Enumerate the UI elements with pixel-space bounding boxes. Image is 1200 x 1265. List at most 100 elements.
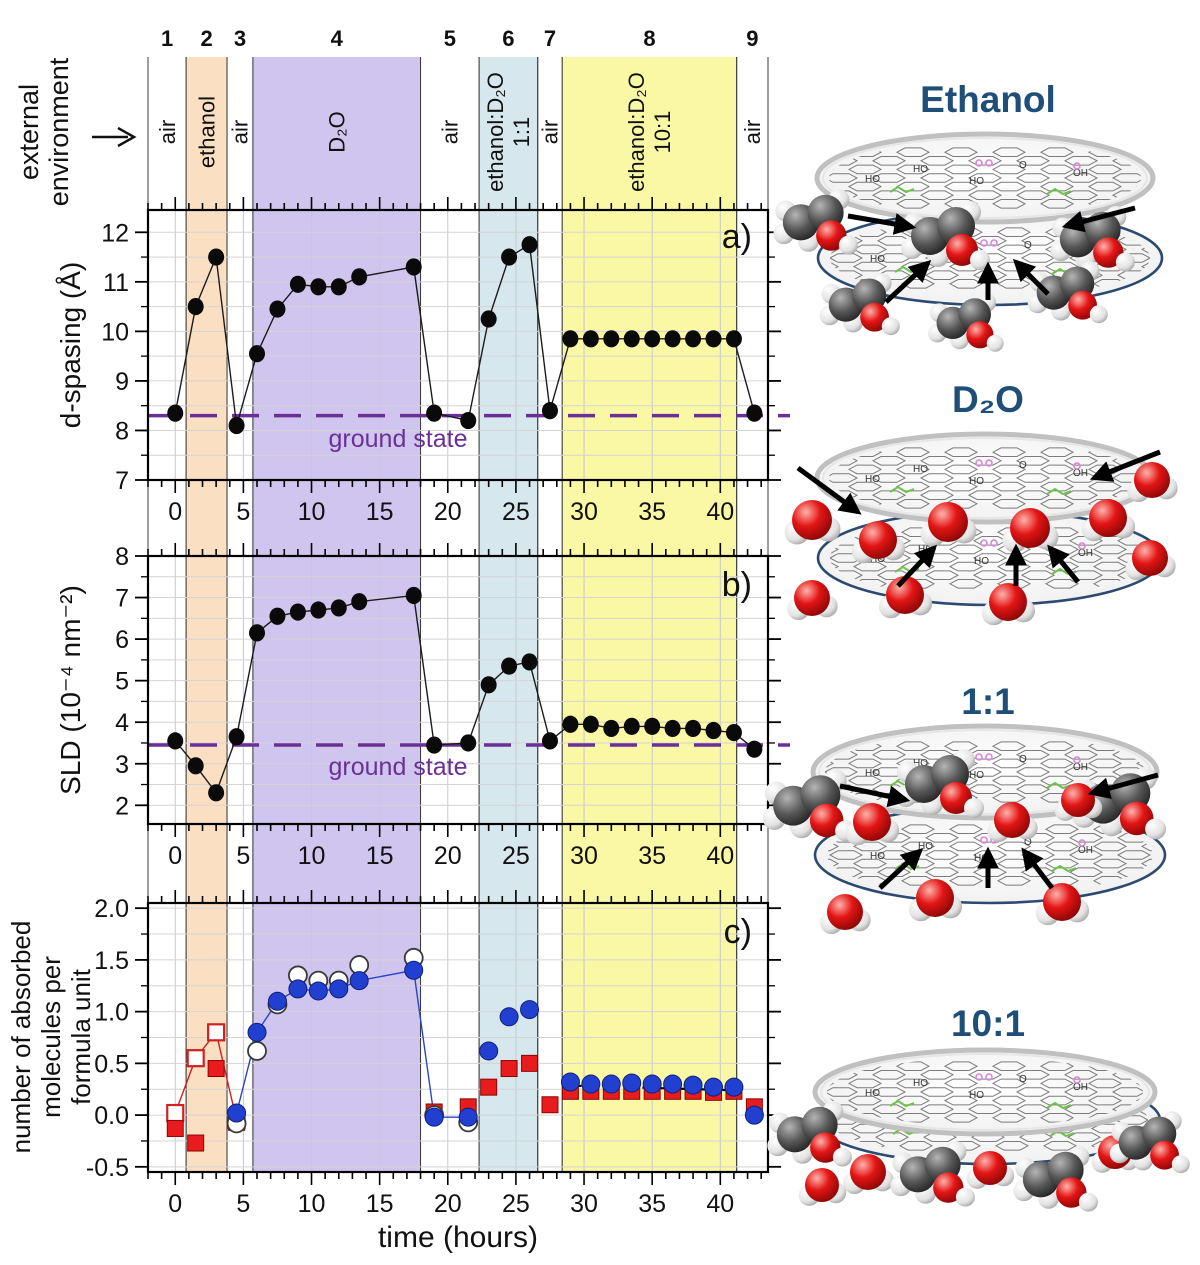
x-tick-label: 35	[638, 498, 666, 526]
data-point-SLD	[705, 721, 722, 740]
arrow-icon	[847, 213, 917, 235]
data-point-water-filled-circles	[247, 1022, 267, 1042]
data-point-water-filled-circles	[642, 1074, 662, 1094]
y-tick-label: 12	[101, 219, 129, 247]
data-point-water-filled-circles	[560, 1072, 580, 1092]
x-tick-label: 5	[236, 498, 250, 526]
svg-text:OH: OH	[1078, 845, 1093, 856]
panel-letter-a: a)	[722, 218, 752, 256]
molecule-water	[1035, 883, 1090, 926]
svg-text:HO: HO	[913, 1078, 928, 1089]
x-tick-label: 15	[366, 1190, 394, 1218]
x-tick-label: 20	[434, 498, 462, 526]
data-point-d-spacing	[187, 298, 204, 316]
molecule-water	[878, 576, 933, 619]
svg-text:OH: OH	[1073, 168, 1088, 179]
x-tick-label: 0	[168, 498, 182, 526]
ylabel-c-line2: molecules per	[36, 956, 66, 1118]
svg-text:O: O	[1024, 837, 1032, 848]
molecule-ethanol	[762, 768, 857, 842]
y-tick-label: 4	[115, 709, 129, 737]
data-point-water-filled-circles	[458, 1107, 478, 1127]
sheet-functional-groups: HO OH HO O HO	[865, 159, 1088, 196]
x-tick-label: 35	[638, 842, 666, 870]
y-tick-label: 1.5	[94, 947, 129, 975]
data-point-ethanol-open-squares	[166, 1103, 185, 1123]
svg-text:OH: OH	[1073, 468, 1088, 479]
arrow-icon	[839, 783, 911, 808]
svg-text:O: O	[1019, 460, 1027, 471]
data-point-water-filled-circles	[227, 1103, 247, 1123]
env-band-label: air	[155, 120, 180, 144]
data-point-d-spacing	[541, 402, 558, 420]
x-tick-label: 0	[168, 842, 182, 870]
env-band-label: ethanol	[194, 96, 219, 168]
data-point-SLD	[582, 715, 599, 733]
env-band-label: ethanol:D₂O	[624, 72, 649, 192]
arrow-icon	[1021, 847, 1054, 890]
env-step-number: 1	[161, 26, 173, 51]
data-point-SLD	[289, 603, 306, 621]
x-tick-label: 10	[298, 498, 326, 526]
external-environment-label-line2: environment	[44, 57, 74, 206]
data-point-SLD	[351, 593, 368, 611]
data-point-SLD	[541, 732, 558, 750]
x-tick-label: 5	[236, 1190, 250, 1218]
data-point-d-spacing	[289, 275, 306, 293]
data-point-SLD	[725, 723, 742, 742]
data-point-SLD	[426, 736, 443, 754]
svg-text:HO: HO	[969, 770, 984, 781]
data-point-SLD	[603, 719, 620, 738]
data-point-d-spacing	[705, 330, 722, 348]
illustrations-area: HOOHHOOHOHOOHHOOHOHOOHHOOHOHOOHHOOHOHOOH…	[762, 131, 1190, 1212]
svg-text:HO: HO	[969, 1090, 984, 1101]
data-point-SLD	[562, 715, 579, 733]
data-point-ethanol-filled-squares	[166, 1120, 184, 1138]
x-tick-label: 0	[168, 1190, 182, 1218]
go-sheet: HO OH HO O HO	[814, 131, 1156, 225]
molecule-water	[987, 802, 1038, 843]
time-axis-title: time (hours)	[378, 1221, 538, 1254]
data-point-d-spacing	[582, 330, 599, 348]
data-point-water-filled-circles	[329, 979, 349, 999]
data-point-d-spacing	[167, 404, 184, 422]
data-point-d-spacing	[208, 248, 225, 266]
y-tick-label: 7	[115, 467, 129, 495]
data-point-water-filled-circles	[267, 991, 287, 1011]
svg-text:HO: HO	[969, 176, 984, 187]
data-point-ethanol-filled-squares	[521, 1054, 539, 1072]
y-tick-label: 2	[115, 792, 129, 820]
right-arrow-icon	[92, 126, 137, 148]
svg-text:O: O	[1019, 754, 1027, 765]
panel-letter-b: b)	[722, 566, 752, 604]
svg-text:HO: HO	[870, 851, 885, 862]
data-point-d-spacing	[249, 345, 266, 363]
data-point-water-filled-circles	[308, 981, 328, 1001]
env-step-number: 8	[643, 26, 655, 51]
data-point-d-spacing	[603, 330, 620, 348]
data-point-water-filled-circles	[520, 1000, 540, 1020]
x-tick-label: 10	[298, 1190, 326, 1218]
data-point-water-open-circles	[247, 1041, 267, 1061]
data-point-SLD	[664, 719, 681, 738]
arrow-icon	[878, 848, 924, 890]
svg-text:O: O	[1019, 160, 1027, 171]
data-point-SLD	[310, 601, 327, 619]
data-point-ethanol-open-squares	[207, 1023, 226, 1042]
data-point-d-spacing	[521, 236, 538, 254]
external-environment-label-line1: external	[14, 84, 44, 180]
env-band-label2: 1:1	[509, 117, 534, 148]
svg-text:HO: HO	[865, 174, 880, 185]
svg-text:HO: HO	[918, 841, 933, 852]
sheet-functional-groups: HO OH HO O HO	[865, 1073, 1088, 1110]
data-point-water-filled-circles	[724, 1077, 744, 1097]
data-point-ethanol-filled-squares	[541, 1096, 559, 1114]
data-point-d-spacing	[623, 330, 640, 348]
data-point-SLD	[644, 717, 661, 735]
env-band	[186, 57, 228, 1172]
molecule-water	[981, 583, 1036, 626]
data-point-d-spacing	[426, 404, 443, 422]
data-point-d-spacing	[460, 411, 477, 430]
